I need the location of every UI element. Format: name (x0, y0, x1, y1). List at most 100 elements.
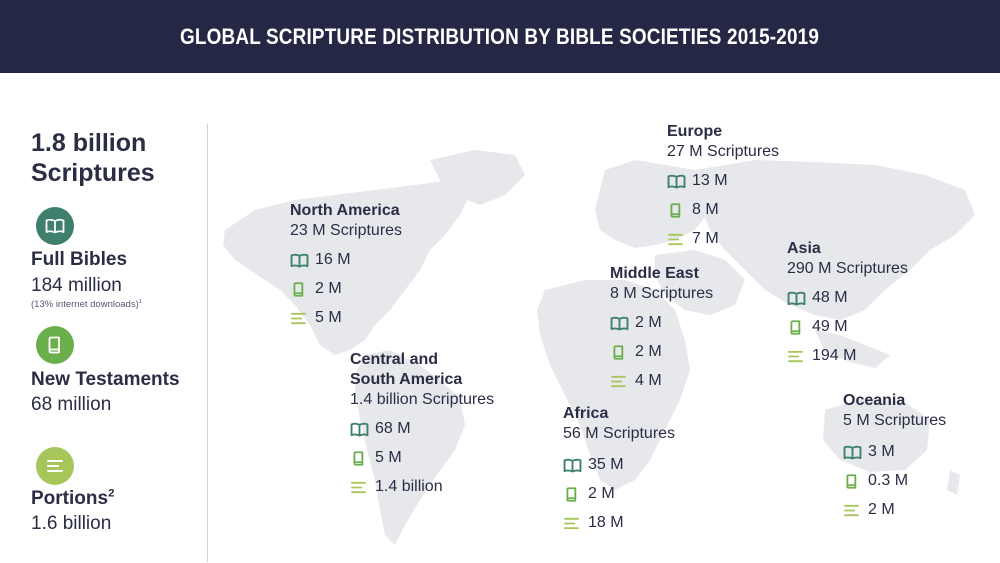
bibles-value: 68 M (375, 420, 411, 437)
map-middle-east (655, 250, 745, 315)
region-total: 27 M Scriptures (667, 143, 780, 160)
closed-book-icon (350, 448, 372, 468)
row-portions: 5 M (290, 308, 342, 328)
map-south-america (355, 350, 465, 545)
new-testaments-value: 2 M (588, 485, 615, 502)
portions-value: 5 M (315, 309, 342, 326)
lines-icon (667, 229, 689, 249)
row-new-testaments: 5 M (350, 448, 402, 468)
portions-badge (36, 447, 74, 485)
new-testaments-value: 8 M (692, 201, 719, 218)
new-testaments-title: New Testaments (31, 369, 180, 390)
portions-value: 1.6 billion (31, 513, 112, 534)
lines-icon (610, 371, 632, 391)
closed-book-icon (610, 342, 632, 362)
row-bibles: 16 M (290, 250, 351, 270)
row-portions: 4 M (610, 371, 662, 391)
bibles-value: 2 M (635, 314, 662, 331)
region-total: 8 M Scriptures (610, 285, 714, 302)
lines-icon (47, 460, 63, 472)
new-testaments-value: 2 M (315, 280, 342, 297)
portions-title: Portions2 (31, 487, 115, 509)
region-name: Asia (787, 240, 821, 257)
row-bibles: 3 M (843, 442, 895, 462)
row-new-testaments: 8 M (667, 200, 719, 220)
total-scriptures: 1.8 billion Scriptures (31, 129, 155, 187)
closed-book-icon (843, 471, 865, 491)
region-total: 5 M Scriptures (843, 412, 947, 429)
region-name-line2: South America (350, 371, 463, 388)
closed-book-icon (667, 200, 689, 220)
bibles-value: 3 M (868, 443, 895, 460)
region-name: North America (290, 202, 400, 219)
region-africa: Africa 56 M Scriptures 35 M 2 M 18 M (563, 404, 713, 536)
open-book-icon (843, 442, 865, 462)
lines-icon (350, 477, 372, 497)
open-book-icon (290, 250, 312, 270)
map-australia (823, 398, 930, 472)
portions-value: 4 M (635, 372, 662, 389)
region-total: 1.4 billion Scriptures (350, 391, 495, 408)
lines-icon (787, 346, 809, 366)
portions-value: 194 M (812, 347, 857, 364)
new-testaments-value: 0.3 M (868, 472, 909, 489)
row-bibles: 68 M (350, 419, 411, 439)
row-new-testaments: 2 M (563, 484, 615, 504)
bibles-value: 16 M (315, 251, 351, 268)
region-name: Europe (667, 123, 723, 140)
page-title: GLOBAL SCRIPTURE DISTRIBUTION BY BIBLE S… (180, 23, 820, 49)
new-testaments-value: 5 M (375, 449, 402, 466)
closed-book-icon (290, 279, 312, 299)
row-bibles: 13 M (667, 171, 728, 191)
open-book-icon (350, 419, 372, 439)
region-name: Middle East (610, 265, 699, 282)
new-testaments-badge (36, 326, 74, 364)
lines-icon (843, 500, 865, 520)
bibles-value: 48 M (812, 289, 848, 306)
row-new-testaments: 2 M (610, 342, 662, 362)
header-bar: GLOBAL SCRIPTURE DISTRIBUTION BY BIBLE S… (0, 0, 1000, 73)
row-portions: 1.4 billion (350, 477, 443, 497)
open-book-icon (610, 313, 632, 333)
region-europe: Europe 27 M Scriptures 13 M 8 M 7 M (667, 122, 817, 254)
row-bibles: 35 M (563, 455, 624, 475)
new-testaments-value: 68 million (31, 394, 112, 415)
region-total: 56 M Scriptures (563, 425, 676, 442)
region-north-america: North America 23 M Scriptures 16 M 2 M 5… (290, 201, 490, 333)
lines-icon (563, 513, 585, 533)
region-asia: Asia 290 M Scriptures 48 M 49 M 194 M (787, 239, 947, 371)
map-greenland (430, 150, 525, 205)
row-portions: 7 M (667, 229, 719, 249)
row-portions: 194 M (787, 346, 856, 366)
region-name-line1: Central and (350, 351, 439, 368)
portions-value: 2 M (868, 501, 895, 518)
full-bibles-badge (36, 207, 74, 245)
world-map (223, 150, 975, 545)
portions-value: 18 M (588, 514, 624, 531)
map-north-america (223, 180, 470, 355)
open-book-icon (45, 218, 65, 234)
open-book-icon (563, 455, 585, 475)
row-portions: 2 M (843, 500, 895, 520)
closed-book-icon (563, 484, 585, 504)
sidebar-divider (207, 124, 208, 562)
region-total: 23 M Scriptures (290, 222, 403, 239)
row-new-testaments: 2 M (290, 279, 342, 299)
row-new-testaments: 49 M (787, 317, 848, 337)
portions-value: 1.4 billion (375, 478, 443, 495)
map-new-zealand (947, 470, 960, 495)
open-book-icon (667, 171, 689, 191)
portions-value: 7 M (692, 230, 719, 247)
closed-book-icon (48, 336, 60, 354)
row-portions: 18 M (563, 513, 624, 533)
region-central-south-america: Central and South America 1.4 billion Sc… (350, 350, 550, 505)
row-new-testaments: 0.3 M (843, 471, 908, 491)
region-middle-east: Middle East 8 M Scriptures 2 M 2 M 4 M (610, 264, 760, 396)
region-name: Oceania (843, 392, 906, 409)
row-bibles: 48 M (787, 288, 848, 308)
bibles-value: 35 M (588, 456, 624, 473)
full-bibles-note: (13% internet downloads)1 (31, 298, 142, 310)
full-bibles-title: Full Bibles (31, 249, 128, 270)
region-name: Africa (563, 405, 609, 422)
open-book-icon (787, 288, 809, 308)
